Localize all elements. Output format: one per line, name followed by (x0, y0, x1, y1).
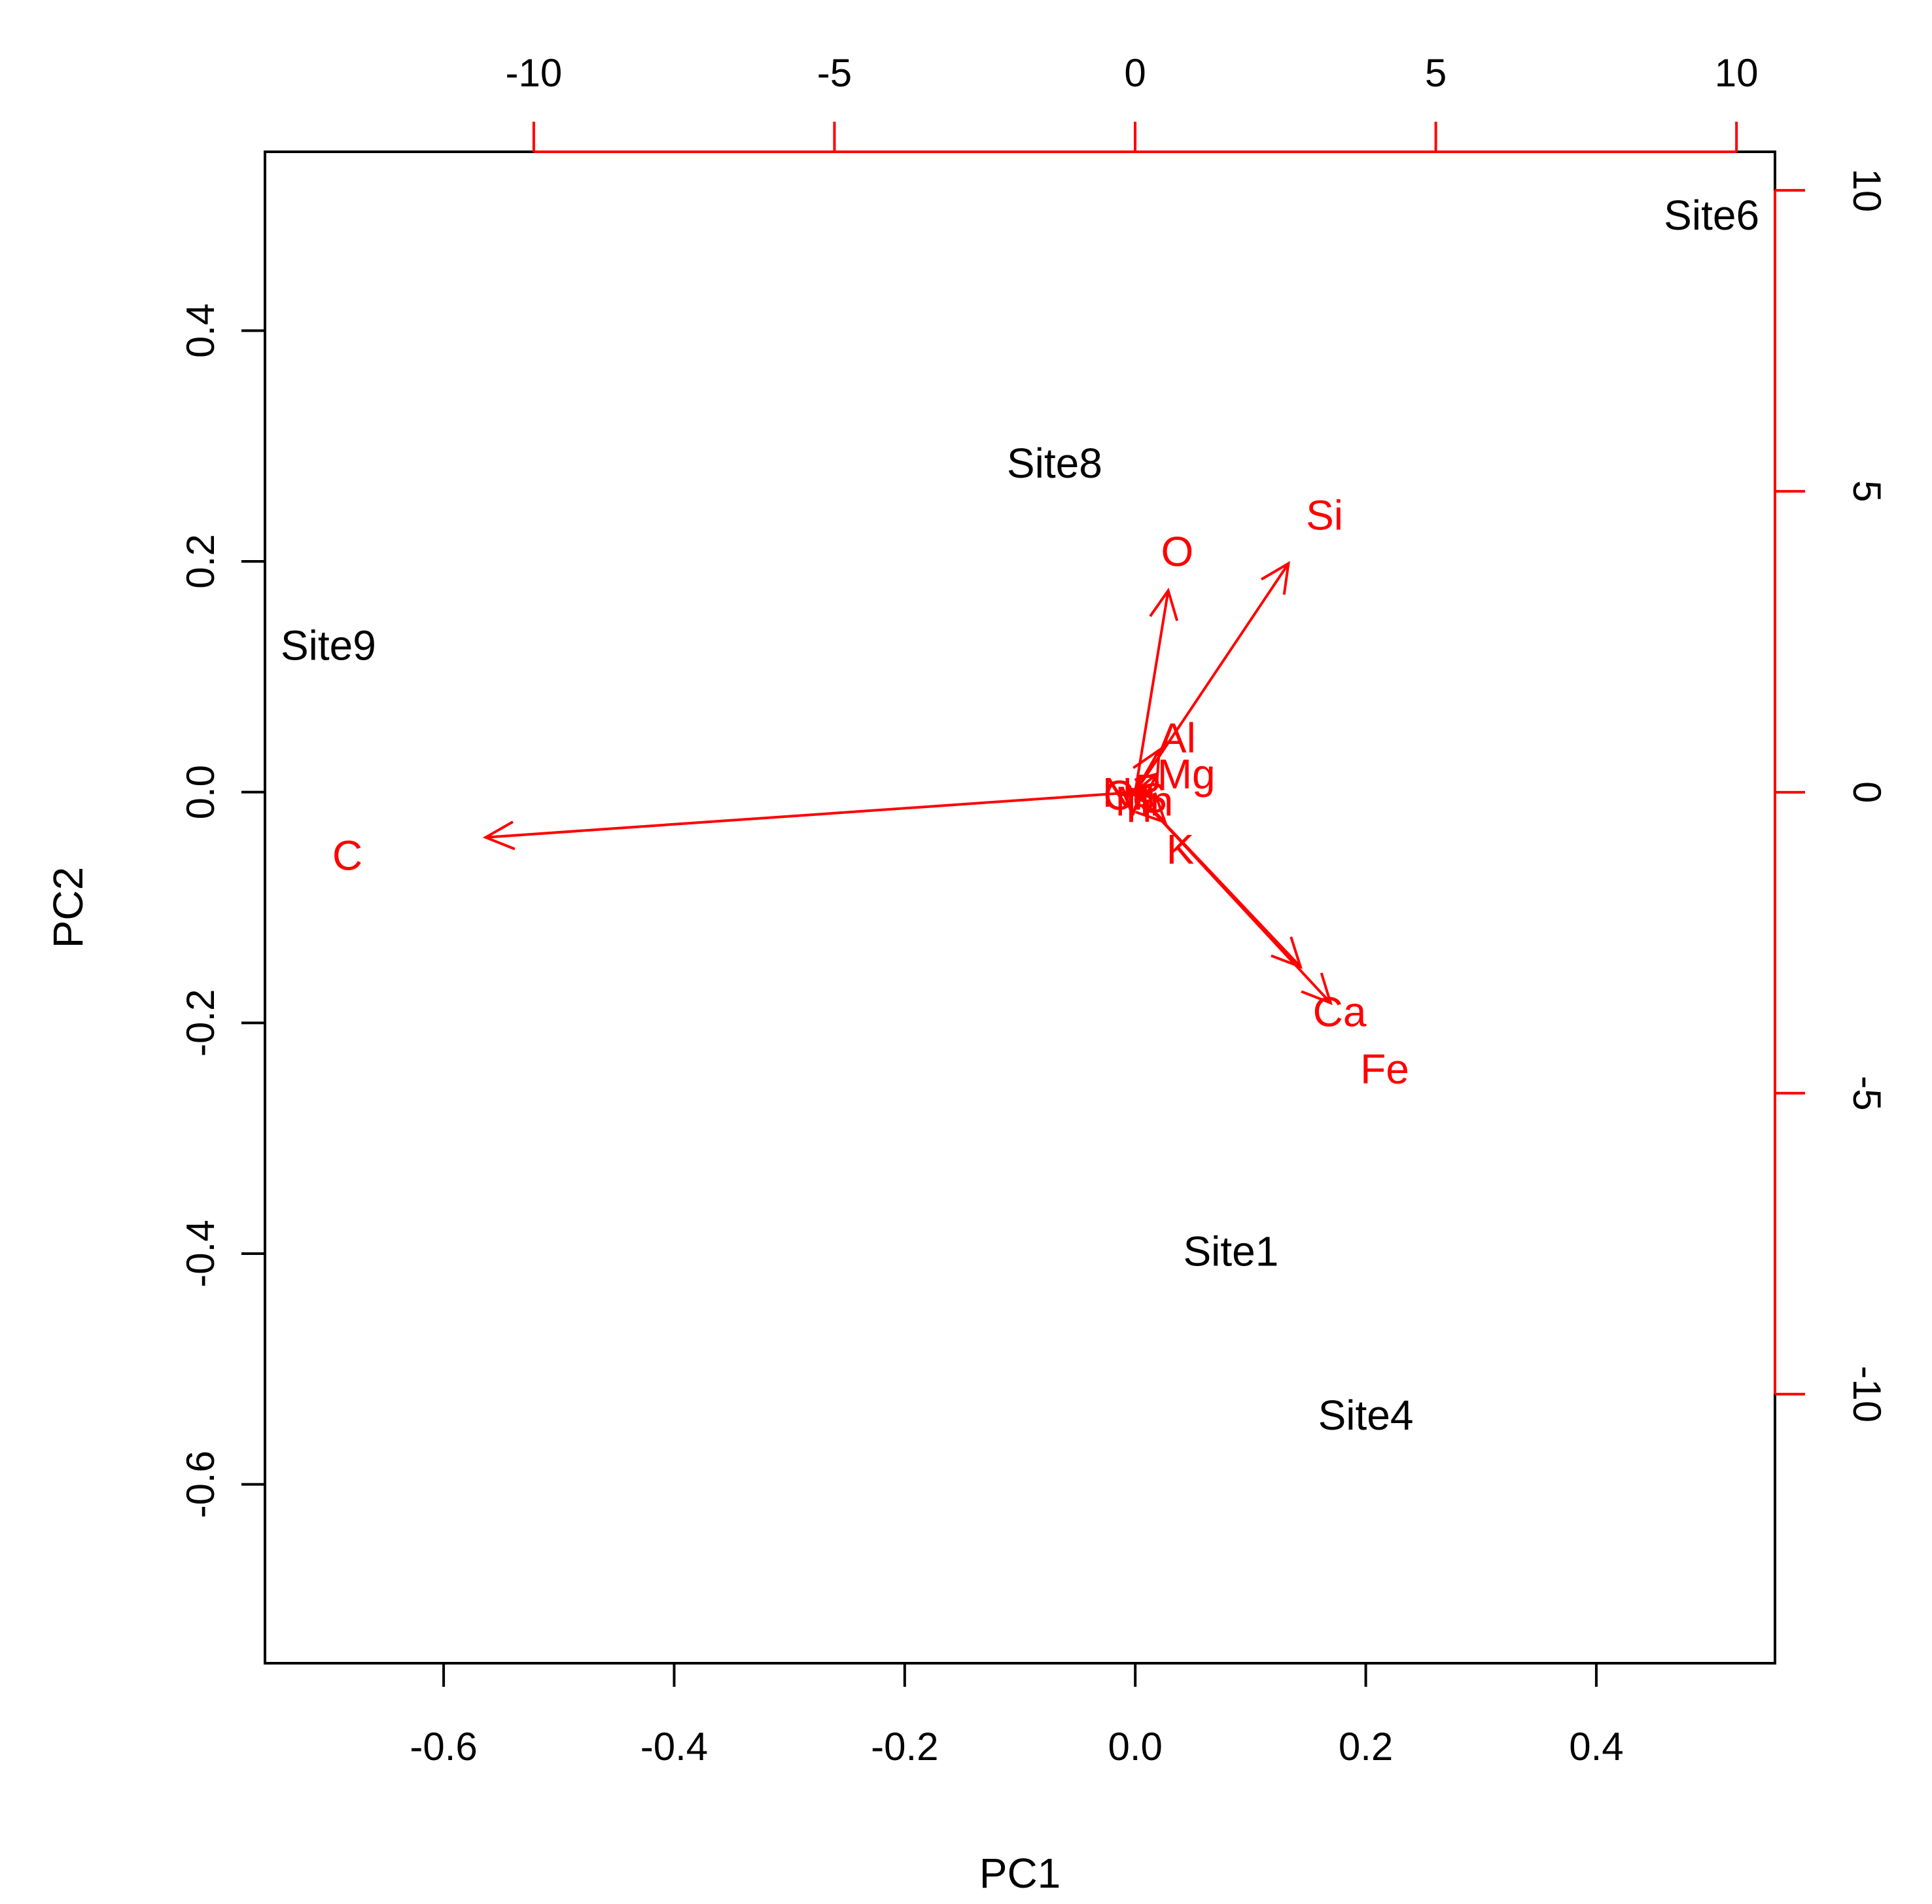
right-tick-label: 5 (1845, 480, 1889, 502)
variable-label-Na: Na (1102, 769, 1156, 816)
site-label-Site6: Site6 (1664, 192, 1759, 239)
left-axis: -0.6 -0.4 -0.2 0.0 0.2 0.4 (179, 304, 266, 1518)
variable-label-P: P (1133, 766, 1161, 813)
variable-label-S: S (1139, 775, 1167, 822)
arrowhead-Cl (1130, 786, 1136, 793)
arrowhead-P (1134, 784, 1144, 794)
right-tick-label: -5 (1845, 1076, 1889, 1110)
variable-label-O: O (1161, 528, 1193, 575)
arrowhead-Si (1260, 561, 1290, 595)
arrowhead-Fe (1271, 936, 1303, 969)
x-tick-label: -0.2 (871, 1725, 938, 1769)
arrowhead-Al (1133, 747, 1161, 782)
arrow-C (485, 790, 1136, 839)
variable-label-Mg: Mg (1157, 750, 1216, 798)
arrowhead-Ti (1134, 791, 1147, 803)
variable-label-Ti: Ti (1119, 784, 1152, 831)
variable-label-Ca: Ca (1313, 989, 1367, 1036)
top-tick-label: 0 (1124, 51, 1146, 95)
y-tick-label: 0.2 (179, 534, 222, 588)
x-tick-label: 0.2 (1339, 1725, 1393, 1769)
site-labels: Site6 Site8 Site9 Site1 Site4 (281, 192, 1759, 1439)
y-axis-title: PC2 (44, 867, 92, 949)
x-tick-label: 0.4 (1569, 1725, 1623, 1769)
arrowhead-Mg (1134, 772, 1159, 796)
arrowhead-K (1134, 792, 1168, 825)
arrowhead-C (482, 820, 516, 851)
site-label-Site1: Site1 (1183, 1227, 1278, 1275)
x-tick-label: 0.0 (1108, 1725, 1162, 1769)
y-tick-label: -0.4 (179, 1220, 222, 1287)
bottom-axis: -0.6 -0.4 -0.2 0.0 0.2 0.4 (410, 1662, 1624, 1769)
right-tick-label: 0 (1845, 781, 1889, 803)
arrow-O (1134, 590, 1170, 793)
variable-label-K: K (1167, 826, 1195, 873)
y-tick-label: 0.0 (179, 765, 222, 819)
y-tick-label: -0.2 (179, 989, 222, 1057)
arrowhead-Mn (1134, 791, 1144, 801)
variable-label-Si: Si (1306, 492, 1343, 539)
right-tick-label: -10 (1845, 1366, 1889, 1422)
arrowhead-Ca (1301, 972, 1333, 1006)
arrowhead-O (1149, 588, 1179, 622)
variable-label-Fe: Fe (1360, 1046, 1409, 1093)
site-label-Site8: Site8 (1007, 440, 1102, 487)
right-axis: -10 -5 0 5 10 (1774, 169, 1889, 1422)
top-tick-label: 10 (1715, 51, 1759, 95)
x-axis-title: PC1 (979, 1850, 1061, 1897)
arrow-Si (1134, 563, 1290, 793)
top-tick-label: -10 (506, 51, 563, 95)
variable-label-Al: Al (1159, 714, 1196, 762)
y-tick-label: -0.6 (179, 1451, 222, 1518)
right-tick-label: 10 (1845, 169, 1889, 213)
variable-label-Mn: Mn (1115, 778, 1173, 825)
variable-label-C: C (332, 832, 362, 879)
x-tick-label: -0.4 (641, 1725, 708, 1769)
top-tick-label: -5 (817, 51, 852, 95)
top-axis: -10 -5 0 5 10 (506, 51, 1759, 153)
variable-arrows (482, 561, 1333, 1006)
top-tick-label: 5 (1425, 51, 1447, 95)
x-tick-label: -0.6 (410, 1725, 477, 1769)
plot-frame (264, 150, 1776, 1665)
arrow-Al (1134, 749, 1161, 793)
site-label-Site4: Site4 (1318, 1392, 1414, 1439)
variable-label-Cl: Cl (1103, 771, 1142, 819)
site-label-Site9: Site9 (281, 622, 376, 669)
y-tick-label: 0.4 (179, 304, 222, 358)
